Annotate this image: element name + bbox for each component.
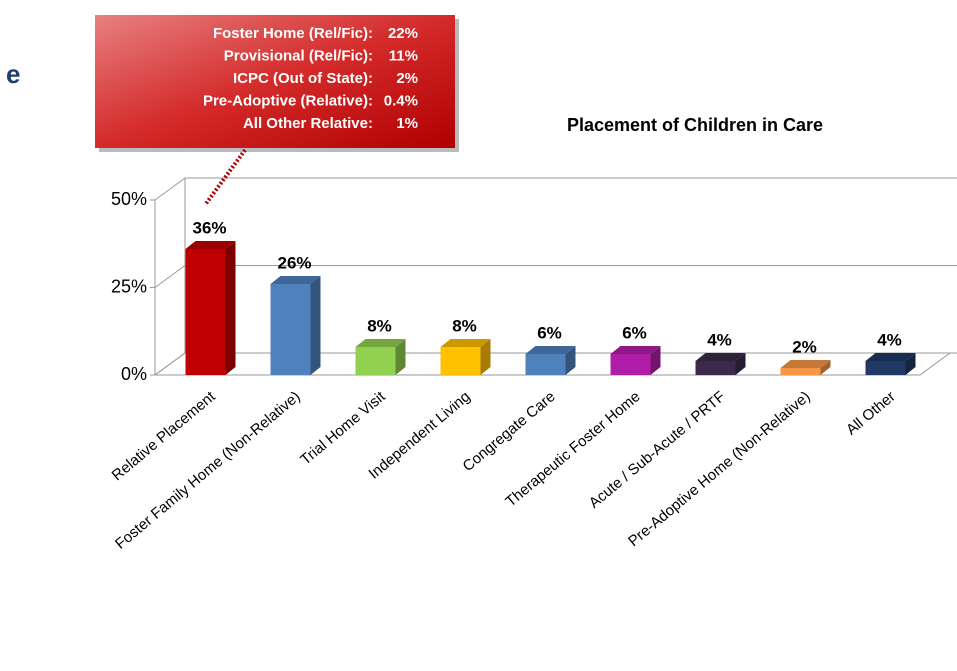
callout-value: 11% [389, 47, 418, 64]
bar-front [780, 368, 821, 375]
bar-side [225, 241, 236, 375]
y-tick-label: 50% [111, 189, 147, 209]
bar-side [820, 360, 831, 375]
value-label: 2% [792, 337, 817, 356]
value-label: 4% [877, 330, 902, 349]
x-tick-label: Pre-Adoptive Home (Non-Relative) [625, 388, 813, 550]
bar [270, 276, 321, 375]
bar-top [610, 346, 661, 354]
bar-side [650, 346, 661, 375]
bar [865, 353, 916, 375]
y-tick-label: 25% [111, 276, 147, 296]
value-label: 36% [192, 218, 226, 237]
bar-top [865, 353, 916, 361]
bar-side [735, 353, 746, 375]
bar-top [270, 276, 321, 284]
bar-front [865, 361, 906, 375]
value-label: 26% [277, 253, 311, 272]
bar [355, 339, 406, 375]
value-label: 6% [537, 323, 562, 342]
bar [185, 241, 236, 375]
x-tick-label: Trial Home Visit [297, 388, 389, 469]
bar-front [355, 347, 396, 375]
callout-label: Pre-Adoptive (Relative): [203, 92, 373, 109]
bar-top [525, 346, 576, 354]
x-tick-label: Foster Family Home (Non-Relative) [112, 388, 304, 553]
callout-label: Foster Home (Rel/Fic): [213, 25, 373, 42]
value-label: 6% [622, 323, 647, 342]
callout-value: 0.4% [384, 92, 418, 109]
bar [695, 353, 746, 375]
bar [780, 360, 831, 375]
callout-box [95, 15, 455, 148]
value-label: 8% [367, 316, 392, 335]
bar [525, 346, 576, 375]
bar-side [905, 353, 916, 375]
bar-front [185, 249, 226, 375]
callout-label: Provisional (Rel/Fic): [224, 47, 373, 64]
callout-leader [203, 148, 247, 207]
chart-title: Placement of Children in Care [567, 115, 823, 135]
bar-front [695, 361, 736, 375]
bar-top [440, 339, 491, 347]
bar-side [480, 339, 491, 375]
value-label: 4% [707, 330, 732, 349]
callout-label: All Other Relative: [243, 115, 373, 132]
callout-value: 2% [396, 70, 418, 87]
callout-label: ICPC (Out of State): [233, 70, 373, 87]
grid-line [154, 177, 957, 201]
bar-top [780, 360, 831, 368]
x-tick-label: Acute / Sub-Acute / PRTF [586, 388, 729, 512]
callout-value: 1% [396, 115, 418, 132]
callout-value: 22% [388, 25, 418, 42]
bar-front [525, 354, 566, 375]
bar-side [310, 276, 321, 375]
grid-line [154, 352, 957, 376]
bar-top [185, 241, 236, 249]
bar [440, 339, 491, 375]
bar-front [270, 284, 311, 375]
bar-side [565, 346, 576, 375]
x-tick-label: Therapeutic Foster Home [502, 388, 643, 510]
bar-side [395, 339, 406, 375]
grid-line [154, 265, 957, 288]
value-label: 8% [452, 316, 477, 335]
x-tick-label: All Other [843, 388, 899, 439]
bar-top [695, 353, 746, 361]
bar [610, 346, 661, 375]
bar-front [610, 354, 651, 375]
bar-top [355, 339, 406, 347]
bar-front [440, 347, 481, 375]
y-tick-label: 0% [121, 364, 147, 384]
slide-title-fragment: e [6, 59, 20, 89]
